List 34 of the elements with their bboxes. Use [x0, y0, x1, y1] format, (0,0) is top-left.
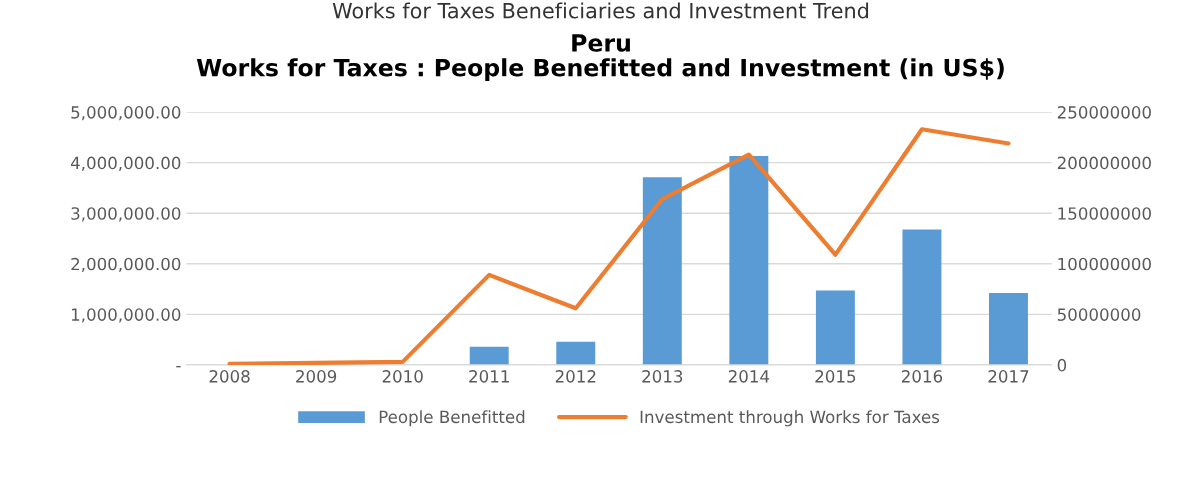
bar [729, 156, 769, 365]
bar [902, 229, 942, 365]
x-tick-label: 2016 [901, 370, 943, 383]
y-tick-label: 5,000,000.00 [71, 106, 181, 121]
x-tick-label: 2011 [469, 370, 509, 383]
x-tick-label: 2012 [555, 370, 596, 383]
x-tick-label: 2015 [815, 370, 856, 383]
legend-label: People Benefitted [379, 410, 525, 427]
bar [642, 177, 682, 365]
bar [989, 293, 1028, 365]
x-tick-label: 2010 [382, 370, 423, 383]
chart-title: Peru Works for Taxes : People Benefitted and Investment (in US$) [196, 34, 1004, 82]
y2-tick-label: 100000000 [1058, 257, 1151, 271]
y-tick-label: 2,000,000.00 [71, 257, 181, 273]
y2-tick-label: 250000000 [1057, 106, 1151, 119]
bar [815, 290, 855, 365]
y-tick-label: 4,000,000.00 [70, 156, 181, 171]
line-series [227, 127, 1011, 365]
bar [469, 346, 509, 365]
y-tick-label: 3,000,000.00 [71, 207, 181, 222]
y-tick-label: - [176, 366, 181, 368]
y2-tick-label: 150000000 [1058, 207, 1151, 220]
text: Works for Taxes Beneficiaries and Investment Trend [332, 2, 869, 19]
y-tick-label: 1,000,000.00 [71, 308, 181, 323]
x-tick-label: 2009 [296, 370, 337, 383]
legend-label: Investment through Works for Taxes [640, 410, 940, 427]
y2-tick-label: 50000000 [1057, 308, 1141, 321]
y2-tick-label: 200000000 [1057, 156, 1151, 170]
bar [556, 341, 596, 365]
x-tick-label: 2014 [728, 370, 770, 383]
x-tick-label: 2017 [988, 370, 1029, 383]
x-tick-label: 2008 [209, 370, 250, 383]
x-tick-label: 2013 [642, 370, 683, 383]
y2-tick-label: 0 [1057, 358, 1067, 372]
